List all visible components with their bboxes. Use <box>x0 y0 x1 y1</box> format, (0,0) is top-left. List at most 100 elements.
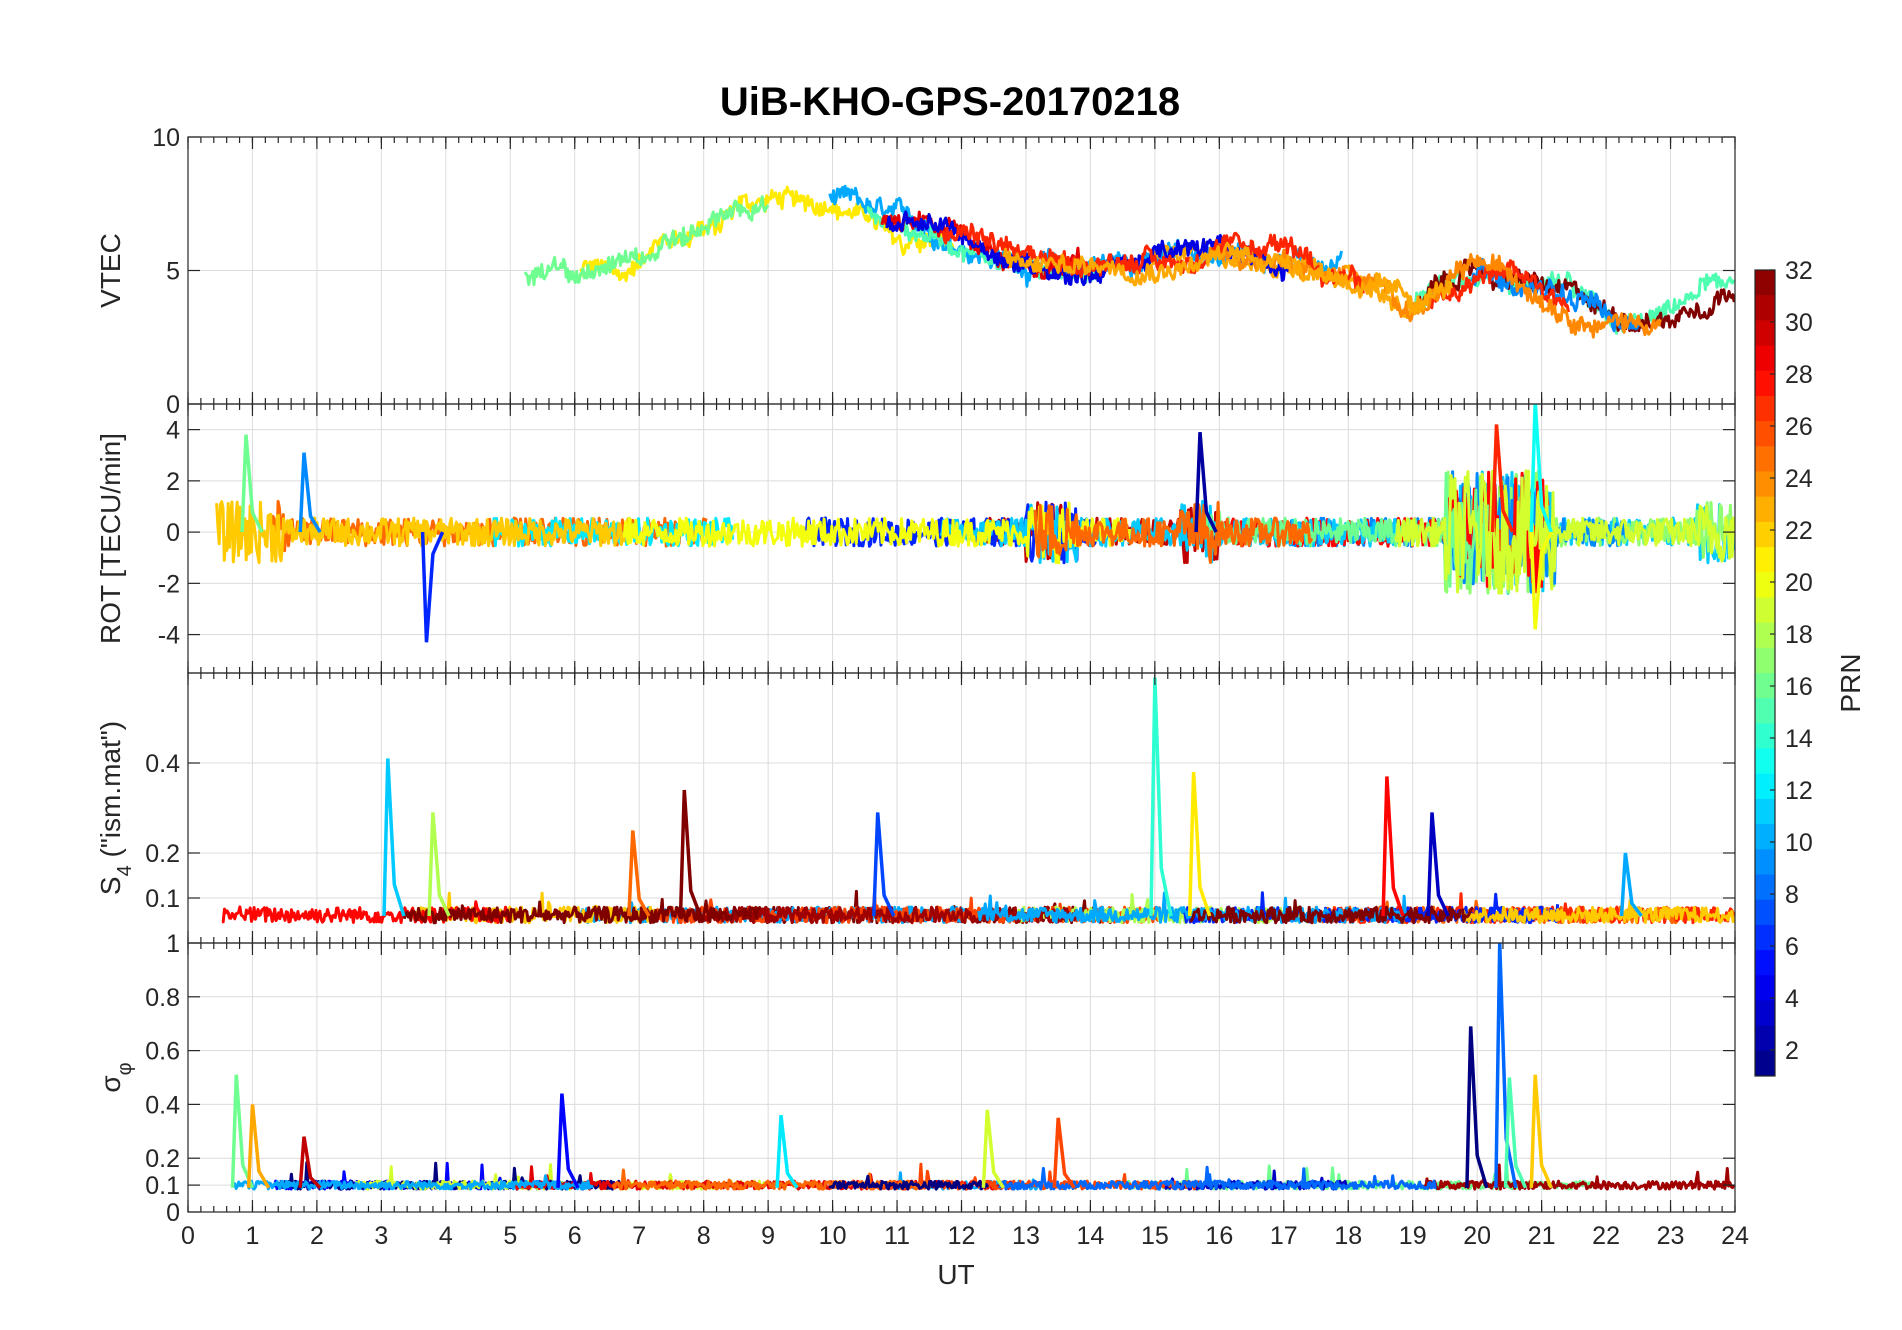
peak-mark <box>420 531 445 643</box>
peak-mark <box>1465 1026 1489 1189</box>
colorbar-step <box>1755 547 1775 573</box>
x-tick-label: 22 <box>1592 1222 1620 1250</box>
peak-mark <box>678 789 703 917</box>
x-axis-label: UT <box>937 1259 974 1290</box>
peak-mark <box>1490 424 1515 533</box>
x-tick-label: 16 <box>1205 1222 1233 1250</box>
y-label-subscript: φ <box>114 1062 136 1075</box>
trace-line <box>1394 469 1735 595</box>
y-label-main: σ <box>95 1075 126 1092</box>
peak-mark <box>1149 677 1173 917</box>
y-tick-label: 0.1 <box>145 885 180 913</box>
colorbar-step <box>1755 295 1775 321</box>
y-tick-label: 5 <box>166 258 180 286</box>
y-tick-label: 0.1 <box>145 1172 180 1200</box>
x-tick-label: 17 <box>1270 1222 1298 1250</box>
colorbar-tick-label: 4 <box>1785 985 1799 1013</box>
y-tick-label: -2 <box>158 570 180 598</box>
peak-mark <box>298 452 322 534</box>
trace-line <box>1427 259 1570 313</box>
colorbar-tick-label: 18 <box>1785 621 1813 649</box>
x-tick-label: 7 <box>632 1222 646 1250</box>
y-axis-label-rot: ROT [TECU/min] <box>95 433 126 644</box>
chart-title: UiB-KHO-GPS-20170218 <box>720 80 1180 124</box>
colorbar-tick-label: 26 <box>1785 413 1813 441</box>
colorbar-tick-label: 32 <box>1785 257 1813 285</box>
y-label-suffix: ("ism.mat") <box>95 721 126 865</box>
colorbar-step <box>1755 849 1775 875</box>
peak-mark <box>1619 852 1643 918</box>
colorbar-step <box>1755 1050 1775 1077</box>
trace-line <box>828 1174 990 1191</box>
colorbar-step <box>1755 446 1775 472</box>
y-label-subscript: 4 <box>114 865 136 876</box>
peak-mark <box>1529 531 1553 630</box>
y-tick-label: 0 <box>166 519 180 547</box>
y-axis-label-s4: S4 ("ism.mat") <box>95 721 136 895</box>
peak-mark <box>775 1115 799 1189</box>
peak-mark <box>1381 776 1405 917</box>
y-label-main: VTEC <box>95 233 126 308</box>
colorbar-step <box>1755 1025 1775 1052</box>
peak-mark <box>1052 1117 1076 1189</box>
x-tick-label: 11 <box>884 1222 910 1250</box>
y-tick-label: 10 <box>152 124 180 152</box>
peak-mark <box>981 1109 1005 1189</box>
x-tick-label: 20 <box>1463 1222 1491 1250</box>
trace-line <box>1460 899 1735 925</box>
colorbar-step <box>1755 673 1775 699</box>
peak-mark <box>627 830 651 917</box>
trace-line <box>402 897 761 925</box>
x-tick-label: 9 <box>761 1222 775 1250</box>
series-rot <box>215 404 1735 643</box>
colorbar-step <box>1755 496 1775 523</box>
x-tick-label: 15 <box>1141 1222 1169 1250</box>
colorbar-label: PRN <box>1835 653 1866 712</box>
colorbar-tick-label: 14 <box>1785 725 1813 753</box>
colorbar-step <box>1755 748 1775 775</box>
colorbar-step <box>1755 395 1775 422</box>
colorbar-step <box>1755 798 1775 825</box>
colorbar-tick-label: 2 <box>1785 1037 1799 1065</box>
x-tick-label: 2 <box>310 1222 324 1250</box>
colorbar-step <box>1755 597 1775 624</box>
trace-line <box>215 500 636 565</box>
colorbar-tick-label: 20 <box>1785 569 1813 597</box>
peak-mark <box>1529 404 1553 533</box>
colorbar-tick-label: 24 <box>1785 465 1813 493</box>
x-tick-label: 10 <box>819 1222 847 1250</box>
x-tick-label: 13 <box>1012 1222 1040 1250</box>
panel-rot: -4 -2 0 2 4 ROT [TECU/min] <box>95 403 1736 674</box>
colorbar-tick-label: 22 <box>1785 517 1813 545</box>
colorbar-tick-label: 28 <box>1785 361 1813 389</box>
trace-line <box>1033 501 1314 564</box>
colorbar-step <box>1755 622 1775 649</box>
colorbar-step <box>1755 345 1775 372</box>
colorbar-tick-label: 6 <box>1785 933 1799 961</box>
y-tick-label: 0.2 <box>145 1145 180 1173</box>
series-vtec <box>523 184 1735 339</box>
colorbar-step <box>1755 647 1775 674</box>
y-tick-label: 0.6 <box>145 1038 180 1066</box>
peak-mark <box>872 812 896 917</box>
y-tick-label: 1 <box>166 930 180 958</box>
x-tick-label: 6 <box>568 1222 582 1250</box>
colorbar-step <box>1755 698 1775 724</box>
colorbar-step <box>1755 270 1775 296</box>
colorbar-tick-label: 8 <box>1785 881 1799 909</box>
y-tick-label: 2 <box>166 468 180 496</box>
trace-line <box>1002 241 1453 314</box>
y-tick-label: -4 <box>158 622 180 650</box>
y-axis-label-vtec: VTEC <box>95 233 126 308</box>
trace-line <box>611 1168 933 1191</box>
x-tick-label: 23 <box>1657 1222 1685 1250</box>
x-tick-label: 4 <box>439 1222 453 1250</box>
series-s4 <box>221 677 1735 925</box>
panel-sigma_phi: 00.10.2 0.4 0.6 0.8 1 σφ <box>95 930 1736 1227</box>
x-axis-tick-labels: 0 1 2 3 4 5 6 7 8 9 10 11 12 13 14 15 16 17 18 19 20 21 22 23 24 <box>181 1222 1749 1250</box>
x-tick-label: 0 <box>181 1222 195 1250</box>
colorbar-step <box>1755 320 1775 347</box>
colorbar-step <box>1755 471 1775 498</box>
